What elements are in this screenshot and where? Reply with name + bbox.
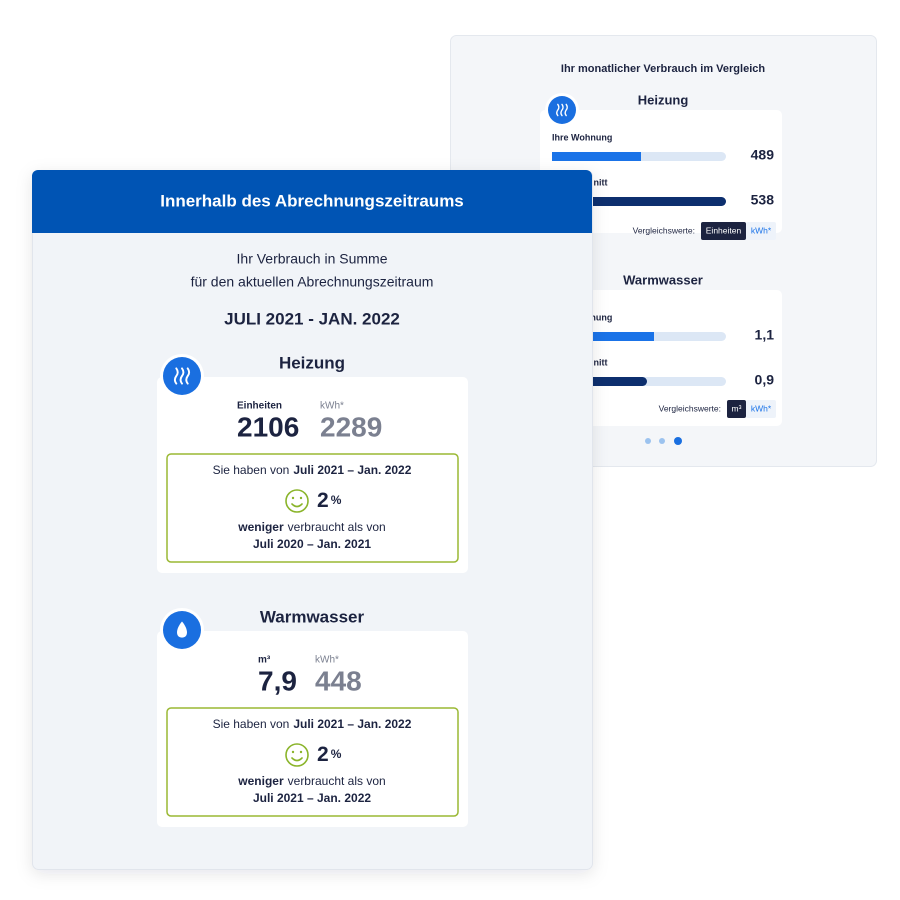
section-title: Heizung <box>638 92 689 107</box>
change-unit: % <box>331 747 342 761</box>
subtitle: Ihr Verbrauch in Summe <box>237 251 388 267</box>
icon-wave <box>564 103 568 117</box>
summary-panel: Innerhalb des Abrechnungszeitraums Ihr Ve… <box>32 170 593 870</box>
toggle-label: Vergleichswerte: <box>633 225 695 235</box>
toggle-inactive <box>746 222 776 240</box>
unit-value: 7,9 <box>258 665 297 696</box>
icon-wave <box>179 367 185 385</box>
section-title: Heizung <box>279 353 345 372</box>
unit-label: Einheiten <box>237 401 282 412</box>
row-value: 489 <box>751 147 775 163</box>
smiley <box>285 489 309 513</box>
change-value: 2 <box>317 743 329 766</box>
icon-drop <box>177 621 187 638</box>
change-unit: % <box>331 493 342 507</box>
unit-value: 2106 <box>237 411 299 442</box>
smiley-eye <box>291 750 295 754</box>
toggle-option: Einheiten <box>706 225 742 235</box>
toggle-inactive <box>746 400 776 418</box>
toggle-active <box>727 400 746 418</box>
smiley-eye <box>299 496 303 500</box>
period: JULI 2021 - JAN. 2022 <box>224 309 400 328</box>
section-title: Warmwasser <box>260 607 365 626</box>
row-label: Ihre Wohnung <box>552 132 612 142</box>
smiley-mouth <box>291 757 303 762</box>
row-value: 538 <box>751 192 775 208</box>
change: 2% <box>317 489 342 512</box>
comparison-prefix: Sie haben von <box>213 717 290 731</box>
comparison-prefix: Sie haben von <box>213 463 290 477</box>
toggle-option: m³ <box>732 403 742 413</box>
unit-label: kWh* <box>320 401 344 412</box>
row-value: 0,9 <box>755 372 775 388</box>
panel-title: Ihr monatlicher Verbrauch im Vergleich <box>561 63 765 75</box>
smiley <box>285 743 309 767</box>
bar-fill <box>552 332 654 341</box>
comparison-line: weniger verbraucht als von <box>237 520 385 534</box>
unit-value: 2289 <box>320 411 382 442</box>
section-box <box>540 290 782 426</box>
toggle-label: Vergleichswerte: <box>659 403 721 413</box>
smiley-eye <box>299 750 303 754</box>
bar-fill <box>552 152 641 161</box>
subtitle: für den aktuellen Abrechnungszeitraum <box>191 274 434 290</box>
comparison-period: Juli 2021 – Jan. 2022 <box>293 463 411 477</box>
pager-dot <box>674 437 682 445</box>
bar-fill <box>552 197 726 206</box>
smiley-mouth <box>291 503 303 508</box>
comparison-box <box>166 707 459 817</box>
comparison-box <box>166 453 459 563</box>
comparison-line: Sie haben von Juli 2021 – Jan. 2022 <box>213 717 412 731</box>
icon-wave <box>185 367 191 385</box>
comparison-period: Juli 2021 – Jan. 2022 <box>293 717 411 731</box>
icon-wave <box>556 103 560 117</box>
comparison-suffix: verbraucht als von <box>288 774 386 788</box>
reference-period: Juli 2021 – Jan. 2022 <box>253 791 371 805</box>
comparison-emphasis: weniger <box>237 520 284 534</box>
unit-value: 448 <box>315 665 362 696</box>
unit-label: m³ <box>258 655 271 666</box>
row-value: 1,1 <box>755 327 775 343</box>
icon-wave <box>560 103 564 117</box>
pager-dot <box>659 438 665 444</box>
icon-wave <box>173 367 179 385</box>
toggle-option: kWh* <box>751 403 772 413</box>
toggle-active <box>701 222 746 240</box>
comparison-emphasis: weniger <box>237 774 284 788</box>
pager-dot <box>645 438 651 444</box>
smiley-eye <box>291 496 295 500</box>
unit-label: kWh* <box>315 655 339 666</box>
header-title: Innerhalb des Abrechnungszeitraums <box>160 191 464 210</box>
change-value: 2 <box>317 489 329 512</box>
panel-header <box>32 170 592 233</box>
toggle-option: kWh* <box>751 225 772 235</box>
reference-period: Juli 2020 – Jan. 2021 <box>253 537 371 551</box>
section-title: Warmwasser <box>623 272 703 287</box>
comparison-suffix: verbraucht als von <box>288 520 386 534</box>
comparison-line: weniger verbraucht als von <box>237 774 385 788</box>
change: 2% <box>317 743 342 766</box>
comparison-line: Sie haben von Juli 2021 – Jan. 2022 <box>213 463 412 477</box>
